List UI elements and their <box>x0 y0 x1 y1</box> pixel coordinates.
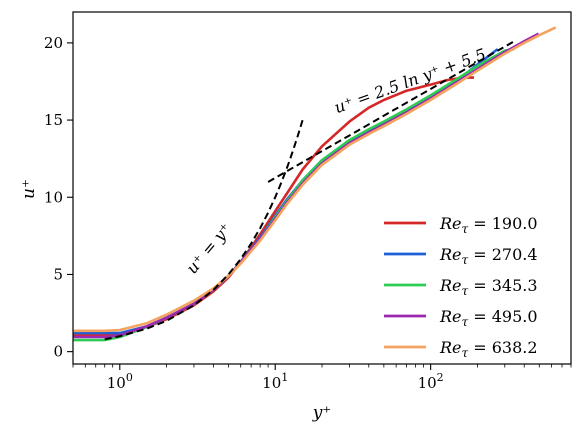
legend: Reτ = 190.0 Reτ = 270.4 Reτ = 345.3 Reτ = 4… <box>384 214 538 360</box>
y-tick-label: 0 <box>53 343 63 361</box>
legend-label-4: Reτ = 495.0 <box>439 307 538 329</box>
y-tick-label: 5 <box>53 265 63 283</box>
series-line-2 <box>73 48 499 335</box>
annotation-viscous: u⁺ = y⁺ <box>182 219 235 277</box>
reference-line-1 <box>104 119 304 341</box>
x-tick-label: 100 <box>107 371 133 392</box>
legend-label-3: Reτ = 345.3 <box>439 276 538 298</box>
x-tick-label: 101 <box>262 371 288 392</box>
y-axis-title: u⁺ <box>19 179 39 199</box>
series-lines <box>73 26 557 342</box>
series-line-1 <box>73 76 474 337</box>
y-tick-label: 10 <box>44 188 63 206</box>
y-tick-label: 20 <box>44 34 63 52</box>
series-line-5 <box>73 26 557 333</box>
y-tick-label: 15 <box>44 111 63 129</box>
legend-label-5: Reτ = 638.2 <box>439 338 538 360</box>
x-tick-label: 102 <box>418 371 444 392</box>
legend-label-1: Reτ = 190.0 <box>439 214 538 236</box>
reference-lines <box>104 39 516 341</box>
x-axis-title: y⁺ <box>312 403 332 423</box>
x-axis: 100 101 102 <box>72 364 572 392</box>
y-axis: 0 5 10 15 20 <box>44 34 73 361</box>
reference-line-2 <box>267 39 516 183</box>
legend-label-2: Reτ = 270.4 <box>439 245 538 267</box>
